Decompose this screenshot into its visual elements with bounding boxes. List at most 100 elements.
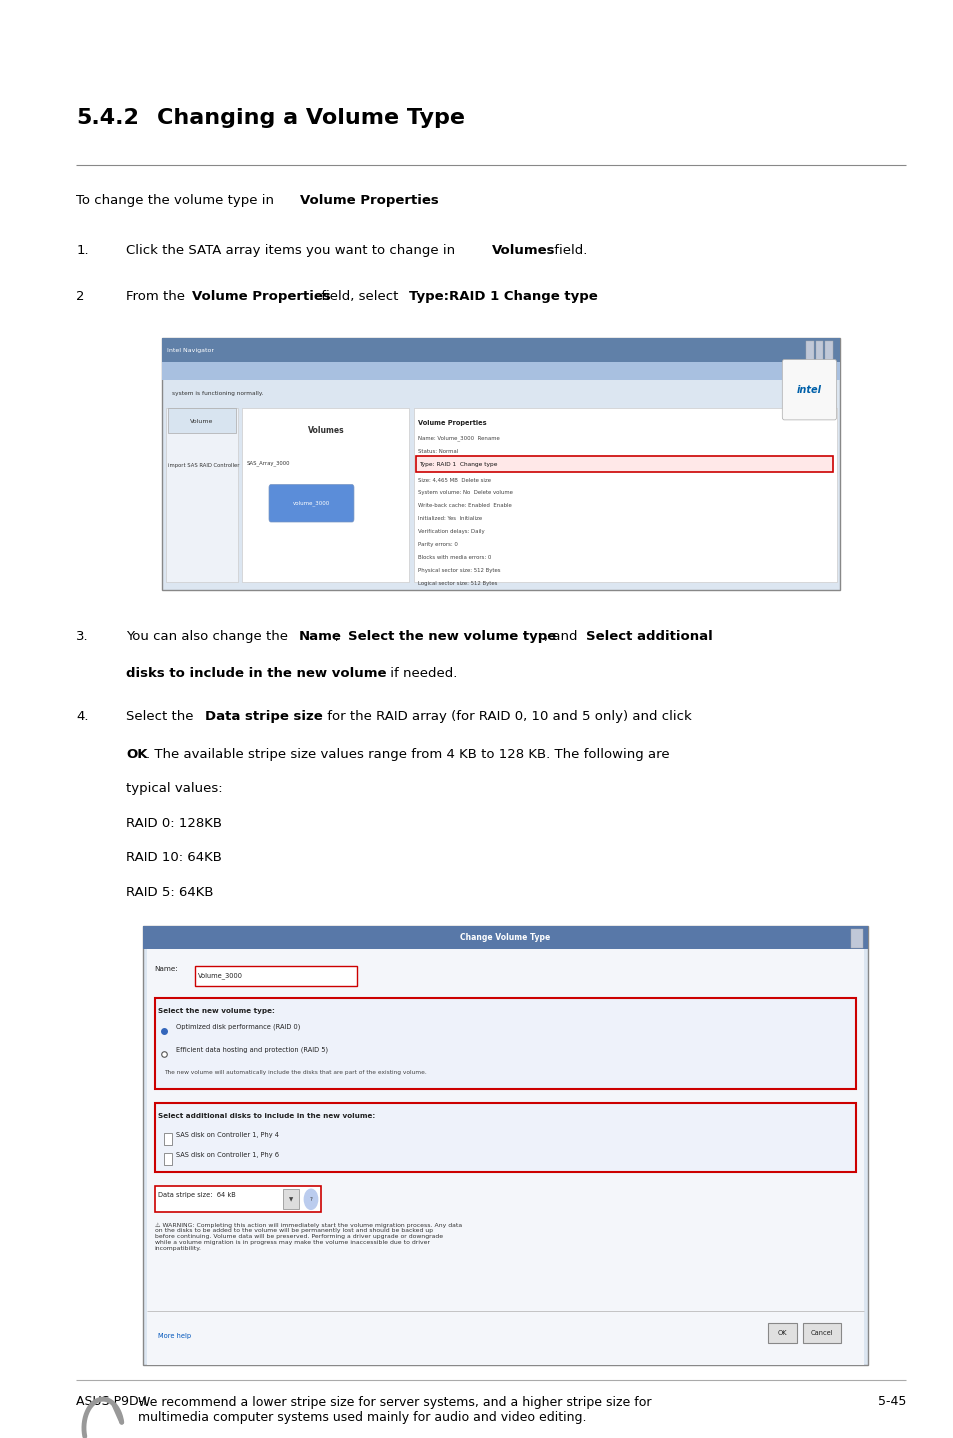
Text: SAS disk on Controller 1, Phy 6: SAS disk on Controller 1, Phy 6 bbox=[176, 1152, 279, 1158]
FancyBboxPatch shape bbox=[143, 926, 867, 1365]
FancyBboxPatch shape bbox=[416, 456, 832, 472]
Text: To change the volume type in: To change the volume type in bbox=[76, 194, 278, 207]
Text: Data stripe size:  64 kB: Data stripe size: 64 kB bbox=[158, 1192, 235, 1198]
Text: Volume: Volume bbox=[190, 418, 213, 424]
Text: .: . bbox=[573, 290, 577, 303]
FancyBboxPatch shape bbox=[147, 949, 863, 1365]
Text: Logical sector size: 512 Bytes: Logical sector size: 512 Bytes bbox=[417, 581, 497, 585]
Text: Volume Properties: Volume Properties bbox=[299, 194, 437, 207]
FancyBboxPatch shape bbox=[154, 1186, 321, 1212]
Text: Verification delays: Daily: Verification delays: Daily bbox=[417, 529, 484, 533]
Text: Physical sector size: 512 Bytes: Physical sector size: 512 Bytes bbox=[417, 568, 499, 572]
Text: intel: intel bbox=[796, 385, 821, 394]
Text: RAID 5: 64KB: RAID 5: 64KB bbox=[126, 886, 213, 899]
FancyBboxPatch shape bbox=[802, 1323, 841, 1343]
FancyBboxPatch shape bbox=[168, 408, 235, 433]
FancyBboxPatch shape bbox=[805, 341, 813, 360]
Text: 2: 2 bbox=[76, 290, 85, 303]
FancyBboxPatch shape bbox=[194, 966, 356, 986]
Text: ?: ? bbox=[309, 1196, 313, 1202]
Text: Volume Properties: Volume Properties bbox=[417, 420, 486, 426]
FancyBboxPatch shape bbox=[767, 1323, 796, 1343]
Text: ⚠ WARNING: Completing this action will immediately start the volume migration pr: ⚠ WARNING: Completing this action will i… bbox=[154, 1222, 461, 1251]
Text: Volumes: Volumes bbox=[307, 426, 344, 434]
FancyBboxPatch shape bbox=[162, 338, 839, 362]
Text: OK: OK bbox=[126, 748, 148, 761]
Text: Optimized disk performance (RAID 0): Optimized disk performance (RAID 0) bbox=[175, 1024, 299, 1031]
Text: You can also change the: You can also change the bbox=[126, 630, 292, 643]
Text: field, select: field, select bbox=[316, 290, 402, 303]
Text: Intel Navigator: Intel Navigator bbox=[167, 348, 213, 352]
Text: Efficient data hosting and protection (RAID 5): Efficient data hosting and protection (R… bbox=[175, 1047, 327, 1054]
FancyBboxPatch shape bbox=[154, 998, 855, 1089]
Text: Click the SATA array items you want to change in: Click the SATA array items you want to c… bbox=[126, 244, 458, 257]
Text: 5-45: 5-45 bbox=[877, 1395, 905, 1408]
Text: typical values:: typical values: bbox=[126, 782, 222, 795]
Text: Type:RAID 1 Change type: Type:RAID 1 Change type bbox=[409, 290, 598, 303]
FancyBboxPatch shape bbox=[162, 338, 839, 590]
Text: More help: More help bbox=[158, 1333, 192, 1339]
Text: 5.4.2: 5.4.2 bbox=[76, 108, 139, 128]
Text: Volumes: Volumes bbox=[492, 244, 556, 257]
Text: Change Volume Type: Change Volume Type bbox=[460, 933, 550, 942]
FancyBboxPatch shape bbox=[242, 408, 409, 582]
Text: Write-back cache: Enabled  Enable: Write-back cache: Enabled Enable bbox=[417, 503, 511, 508]
FancyBboxPatch shape bbox=[164, 1133, 172, 1145]
Text: Select additional disks to include in the new volume:: Select additional disks to include in th… bbox=[158, 1113, 375, 1119]
FancyBboxPatch shape bbox=[143, 926, 867, 949]
Text: SAS_Array_3000: SAS_Array_3000 bbox=[247, 460, 291, 466]
Text: , and: , and bbox=[543, 630, 581, 643]
FancyBboxPatch shape bbox=[414, 408, 836, 582]
FancyBboxPatch shape bbox=[850, 929, 862, 948]
Text: ASUS P9D-I: ASUS P9D-I bbox=[76, 1395, 147, 1408]
Text: Volume Properties: Volume Properties bbox=[192, 290, 330, 303]
Text: Type: RAID 1  Change type: Type: RAID 1 Change type bbox=[418, 462, 497, 466]
Text: Select the new volume type: Select the new volume type bbox=[348, 630, 556, 643]
Text: import SAS RAID Controller: import SAS RAID Controller bbox=[168, 463, 239, 467]
FancyBboxPatch shape bbox=[269, 485, 354, 522]
Text: Status: Normal: Status: Normal bbox=[417, 449, 457, 453]
Text: Volume_3000: Volume_3000 bbox=[198, 972, 243, 979]
Text: volume_3000: volume_3000 bbox=[293, 500, 330, 506]
FancyBboxPatch shape bbox=[164, 1153, 172, 1165]
Circle shape bbox=[304, 1189, 317, 1209]
Text: Cancel: Cancel bbox=[810, 1330, 833, 1336]
Text: Name:: Name: bbox=[154, 966, 178, 972]
Text: 4.: 4. bbox=[76, 710, 89, 723]
Text: SAS disk on Controller 1, Phy 4: SAS disk on Controller 1, Phy 4 bbox=[176, 1132, 279, 1137]
FancyBboxPatch shape bbox=[166, 408, 237, 582]
Text: Initialized: Yes  Initialize: Initialized: Yes Initialize bbox=[417, 516, 481, 521]
FancyBboxPatch shape bbox=[162, 362, 839, 380]
FancyBboxPatch shape bbox=[781, 360, 836, 420]
Text: system is functioning normally.: system is functioning normally. bbox=[172, 391, 263, 395]
Text: Size: 4,465 MB  Delete size: Size: 4,465 MB Delete size bbox=[417, 477, 491, 482]
Text: ,: , bbox=[335, 630, 343, 643]
FancyBboxPatch shape bbox=[283, 1189, 298, 1209]
FancyBboxPatch shape bbox=[815, 341, 822, 360]
Text: 3.: 3. bbox=[76, 630, 89, 643]
Text: ▼: ▼ bbox=[289, 1196, 293, 1202]
FancyBboxPatch shape bbox=[154, 1103, 855, 1172]
Text: From the: From the bbox=[126, 290, 189, 303]
Text: 1.: 1. bbox=[76, 244, 89, 257]
Text: Name: Name bbox=[298, 630, 341, 643]
Text: . The available stripe size values range from 4 KB to 128 KB. The following are: . The available stripe size values range… bbox=[146, 748, 669, 761]
FancyBboxPatch shape bbox=[824, 341, 832, 360]
Text: Changing a Volume Type: Changing a Volume Type bbox=[157, 108, 465, 128]
Text: The new volume will automatically include the disks that are part of the existin: The new volume will automatically includ… bbox=[164, 1070, 426, 1074]
Text: Name: Volume_3000  Rename: Name: Volume_3000 Rename bbox=[417, 436, 499, 441]
Text: System volume: No  Delete volume: System volume: No Delete volume bbox=[417, 490, 512, 495]
Text: field.: field. bbox=[549, 244, 586, 257]
Text: for the RAID array (for RAID 0, 10 and 5 only) and click: for the RAID array (for RAID 0, 10 and 5… bbox=[323, 710, 692, 723]
Text: Data stripe size: Data stripe size bbox=[205, 710, 322, 723]
Text: Parity errors: 0: Parity errors: 0 bbox=[417, 542, 457, 546]
Text: Select the new volume type:: Select the new volume type: bbox=[158, 1008, 275, 1014]
Text: Select the: Select the bbox=[126, 710, 197, 723]
Text: if needed.: if needed. bbox=[386, 667, 457, 680]
Text: :: : bbox=[423, 194, 428, 207]
Text: disks to include in the new volume: disks to include in the new volume bbox=[126, 667, 386, 680]
Text: Blocks with media errors: 0: Blocks with media errors: 0 bbox=[417, 555, 491, 559]
Text: RAID 10: 64KB: RAID 10: 64KB bbox=[126, 851, 221, 864]
Text: RAID 0: 128KB: RAID 0: 128KB bbox=[126, 817, 222, 830]
Text: We recommend a lower stripe size for server systems, and a higher stripe size fo: We recommend a lower stripe size for ser… bbox=[138, 1396, 651, 1424]
